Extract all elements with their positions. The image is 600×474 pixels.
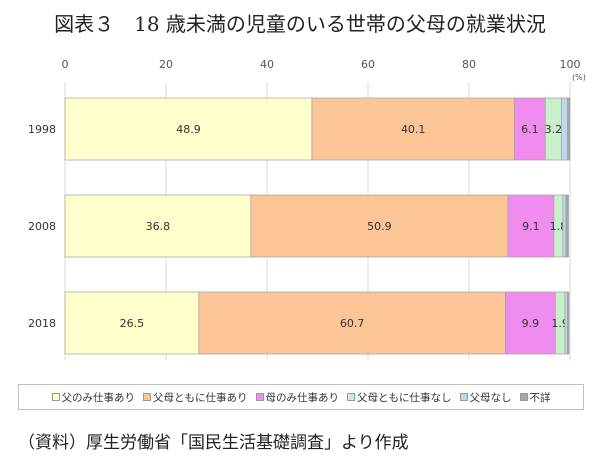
bar-segment — [561, 97, 568, 161]
legend-label: 父のみ仕事あり — [61, 391, 136, 404]
data-label: 36.8 — [146, 220, 171, 233]
bar-segment — [64, 194, 252, 258]
data-label: 40.1 — [401, 123, 426, 136]
legend-swatch — [519, 393, 528, 401]
legend-item: 父母ともに仕事あり — [143, 390, 248, 405]
data-label: 26.5 — [120, 317, 145, 330]
category-label: 2008 — [28, 220, 56, 233]
legend-label: 父母ともに仕事あり — [153, 391, 248, 404]
bar-segment — [567, 97, 571, 161]
data-label: 9.1 — [522, 220, 540, 233]
x-tick-label: 100 — [560, 58, 581, 71]
legend-item: 母のみ仕事あり — [255, 390, 340, 405]
data-label: 50.9 — [367, 220, 392, 233]
legend-swatch — [459, 393, 468, 401]
x-tick-label: 80 — [462, 58, 476, 71]
legend-item: 父母ともに仕事なし — [347, 390, 452, 405]
category-label: 2018 — [28, 317, 56, 330]
category-label: 1998 — [28, 123, 56, 136]
chart-legend: 父のみ仕事あり 父母ともに仕事あり 母のみ仕事あり 父母ともに仕事なし 父母なし 不詳 — [18, 384, 584, 410]
legend-label: 母のみ仕事あり — [265, 391, 340, 404]
bar-segment — [564, 291, 568, 355]
bar-segment — [567, 291, 570, 355]
data-label: 48.9 — [176, 123, 201, 136]
bar-segment — [565, 194, 569, 258]
legend-label: 父母ともに仕事なし — [357, 391, 452, 404]
bar-segment — [250, 194, 509, 258]
legend-swatch — [143, 393, 151, 401]
x-tick-label: 20 — [159, 58, 173, 71]
legend-swatch — [51, 393, 60, 401]
stacked-bar-chart: 0 20 40 60 80 100 (%) 1998 48.9 40.1 6.1 3.2 2008 36.… — [28, 58, 586, 360]
chart-title: 図表３ 18 歳未満の児童のいる世帯の父母の就業状況 — [54, 12, 546, 36]
data-label: 6.1 — [521, 123, 539, 136]
x-tick-label: 0 — [62, 58, 69, 71]
legend-label: 父母なし — [469, 391, 512, 404]
legend-swatch — [255, 393, 264, 401]
data-label: 3.2 — [545, 123, 563, 136]
source-note: （資料）厚生労働省「国民生活基礎調査」より作成 — [18, 433, 409, 453]
data-label: 60.7 — [340, 317, 365, 330]
legend-item: 不詳 — [519, 390, 551, 405]
legend-item: 父母なし — [459, 390, 512, 405]
unit-label: (%) — [572, 73, 586, 82]
legend-label: 不詳 — [529, 391, 551, 404]
legend-item: 父のみ仕事あり — [51, 390, 136, 405]
bar-segment — [507, 194, 555, 258]
x-tick-label: 60 — [361, 58, 375, 71]
bar-segment — [562, 194, 567, 258]
data-label: 9.9 — [522, 317, 540, 330]
data-label: 1.9 — [551, 317, 569, 330]
legend-swatch — [347, 393, 355, 401]
bar-segment — [198, 291, 506, 355]
bar-segment — [64, 291, 200, 355]
bar-segment — [64, 97, 313, 161]
x-tick-label: 40 — [260, 58, 274, 71]
